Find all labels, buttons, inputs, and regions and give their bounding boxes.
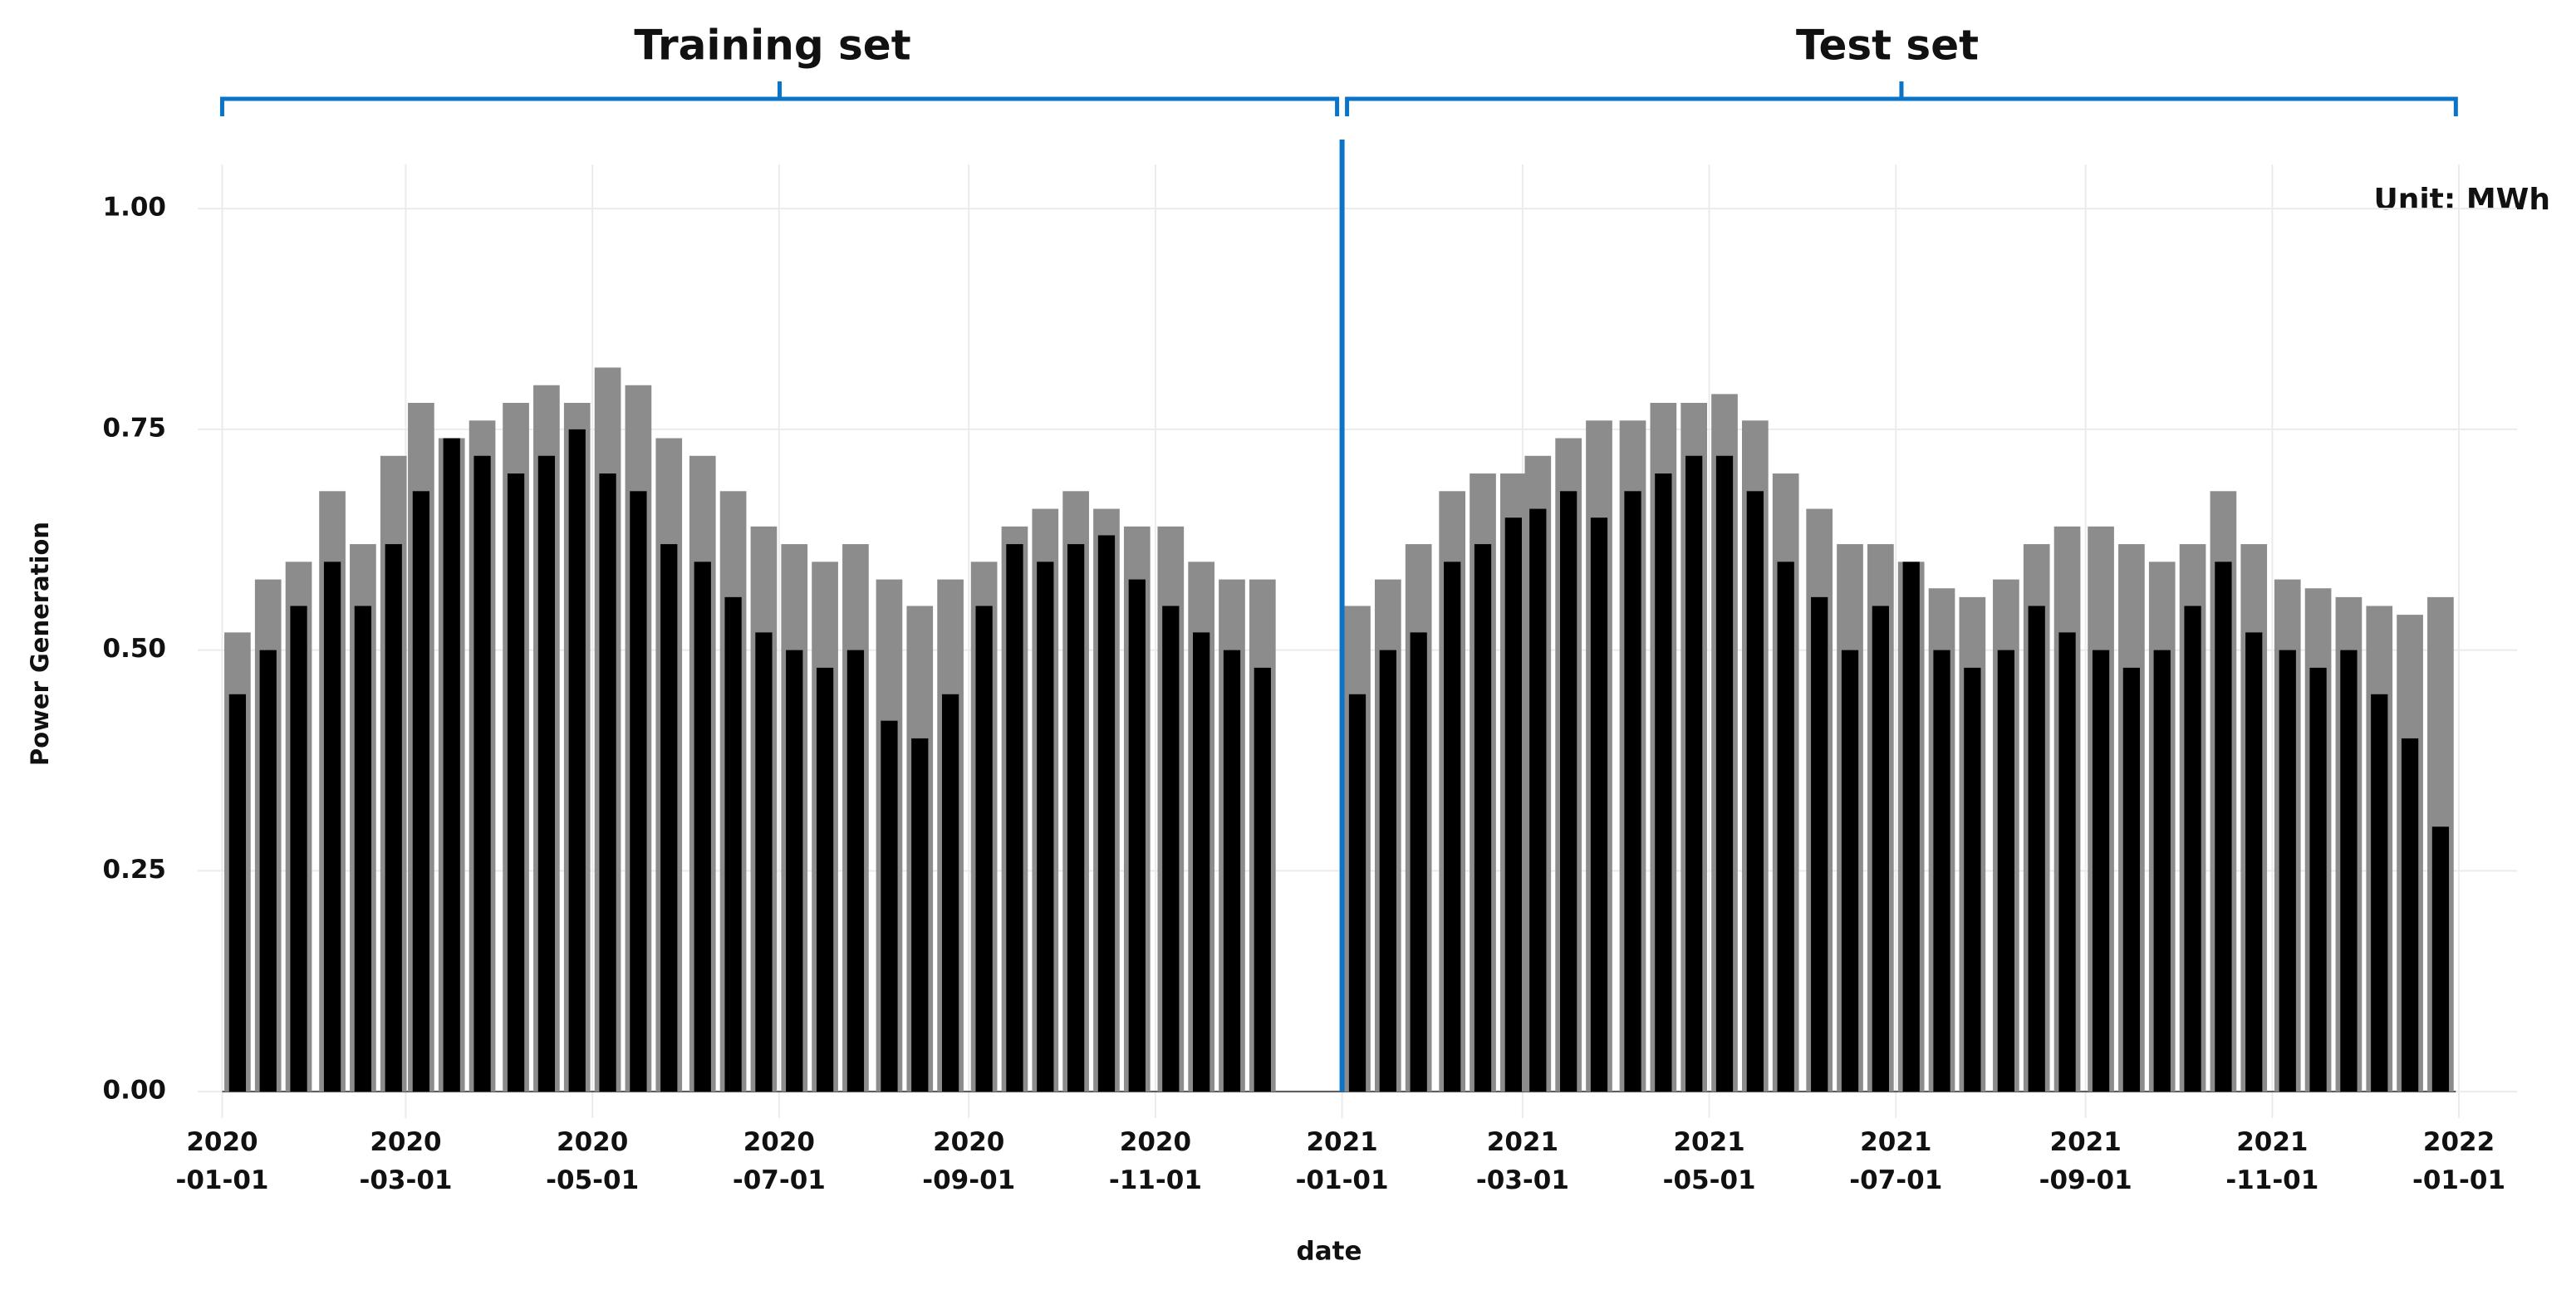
test-label: Test set (1796, 22, 1979, 70)
x-axis-title: date (1297, 1237, 1362, 1267)
bar (724, 596, 742, 1092)
x-tick-label: 2021 -05-01 (1663, 1127, 1756, 1195)
bar (2340, 650, 2358, 1092)
bar (1254, 667, 1271, 1092)
bar (599, 473, 616, 1092)
bar (1097, 535, 1116, 1092)
bar (755, 632, 773, 1092)
bracket (1345, 81, 2458, 116)
bar (1590, 517, 1608, 1092)
bar (1933, 650, 1950, 1092)
bar (1777, 562, 1794, 1092)
bar (1037, 562, 1054, 1092)
bracket (219, 81, 1340, 116)
bar (228, 694, 247, 1092)
x-tick-label: 2021 -11-01 (2225, 1127, 2318, 1195)
bar (694, 562, 711, 1092)
bar (1348, 694, 1367, 1092)
bar (2184, 606, 2201, 1092)
x-tick-label: 2021 -03-01 (1476, 1127, 1569, 1195)
bar (816, 667, 834, 1092)
x-tick-label: 2020 -09-01 (922, 1127, 1015, 1195)
y-tick-label: 1.00 (103, 193, 167, 223)
bar (385, 544, 402, 1092)
bar (911, 738, 929, 1092)
bar (1811, 596, 1828, 1092)
bar (975, 606, 993, 1092)
bar (2122, 667, 2141, 1092)
bar (1504, 517, 1522, 1092)
x-tick-label: 2020 -01-01 (175, 1127, 268, 1195)
bar (290, 606, 307, 1092)
y-tick-label: 0.25 (103, 855, 167, 885)
bar (354, 606, 372, 1092)
bar (2245, 632, 2263, 1092)
bar (2279, 650, 2296, 1092)
bar (1872, 606, 1889, 1092)
bar (1529, 508, 1547, 1092)
bar (2215, 562, 2232, 1092)
bar (2309, 667, 2327, 1092)
bar (259, 650, 277, 1092)
bar (1410, 632, 1427, 1092)
unit-label: Unit: MWh (2373, 183, 2550, 217)
bar (1685, 455, 1703, 1092)
bar (1902, 562, 1920, 1092)
x-tick-label: 2020 -05-01 (546, 1127, 639, 1195)
bar (1997, 650, 2015, 1092)
bar (2092, 650, 2110, 1092)
bar (881, 720, 898, 1092)
bar (1964, 667, 1981, 1092)
x-tick-label: 2021 -09-01 (2039, 1127, 2132, 1195)
bar (2371, 694, 2388, 1092)
y-tick-label: 0.00 (103, 1076, 167, 1106)
bar (1746, 491, 1764, 1092)
bar (323, 562, 341, 1092)
bar (1560, 491, 1577, 1092)
x-tick-label: 2020 -11-01 (1109, 1127, 1202, 1195)
bar (1624, 491, 1641, 1092)
bar (537, 455, 556, 1092)
bar (2401, 738, 2419, 1092)
bar (2431, 826, 2450, 1092)
bar (1067, 544, 1085, 1092)
bar (1474, 544, 1492, 1092)
bar (630, 491, 647, 1092)
bar (2028, 606, 2045, 1092)
training-label: Training set (634, 22, 910, 70)
bar (568, 429, 586, 1092)
bar (507, 473, 525, 1092)
x-tick-label: 2021 -07-01 (1849, 1127, 1942, 1195)
bar (786, 650, 803, 1092)
x-tick-label: 2022 -01-01 (2412, 1127, 2505, 1195)
bar (2058, 632, 2076, 1092)
bar (660, 544, 678, 1092)
bar (846, 650, 865, 1092)
bar (2153, 650, 2171, 1092)
x-tick-label: 2021 -01-01 (1296, 1127, 1389, 1195)
bar (1128, 579, 1146, 1092)
bar (1162, 606, 1180, 1092)
bar (1006, 544, 1023, 1092)
bar (1841, 650, 1859, 1092)
bar (1223, 650, 1241, 1092)
x-tick-label: 2020 -03-01 (359, 1127, 452, 1195)
bar (1655, 473, 1672, 1092)
bar (412, 491, 430, 1092)
bar (941, 694, 959, 1092)
bar (1193, 632, 1210, 1092)
y-tick-label: 0.75 (103, 413, 167, 443)
bar (1444, 562, 1461, 1092)
y-axis-title: Power Generation (26, 522, 54, 766)
bar (443, 438, 460, 1092)
bar (1379, 650, 1396, 1092)
bar (1715, 455, 1734, 1092)
x-tick-label: 2020 -07-01 (733, 1127, 826, 1195)
bar (473, 455, 491, 1092)
y-tick-label: 0.50 (103, 634, 167, 664)
